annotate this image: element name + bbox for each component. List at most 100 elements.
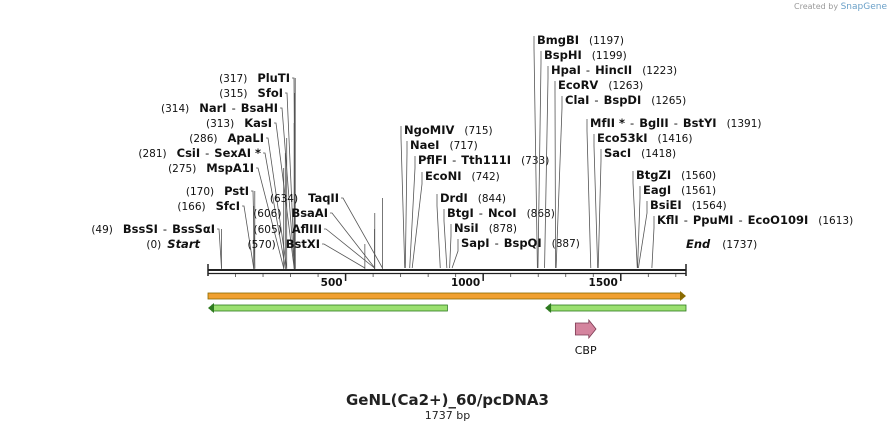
enzyme-name: NgoMIV xyxy=(404,123,454,137)
feature-orange-feature[interactable] xyxy=(207,292,683,300)
snapgene-logo: SnapGene xyxy=(840,2,887,12)
site-leader-line xyxy=(586,119,592,269)
site-position: (170) xyxy=(186,186,214,198)
enzyme-name: CsiI xyxy=(177,146,201,160)
feature-green-feature-left[interactable] xyxy=(211,304,448,312)
enzyme-name: BspHI xyxy=(544,48,582,62)
enzyme-name: TaqII xyxy=(308,191,339,205)
site-position: (286) xyxy=(189,133,217,145)
enzyme-name: NaeI xyxy=(410,138,439,152)
feature-green-feature-right[interactable] xyxy=(548,304,687,312)
enzyme-name: ApaLI xyxy=(228,131,265,145)
start-pos: (0) xyxy=(146,239,161,251)
site-leader-line xyxy=(449,224,452,269)
enzyme-name: BsaHI xyxy=(241,101,278,115)
site-separator: - xyxy=(495,236,499,250)
enzyme-name: BglII xyxy=(639,116,669,130)
site-position: (1199) xyxy=(592,50,627,62)
site-position: (634) xyxy=(270,193,298,205)
site-leader-line xyxy=(263,152,286,269)
credit-prefix: Created by xyxy=(794,2,839,11)
enzyme-name: BtgZI xyxy=(636,168,671,182)
enzyme-name: KasI xyxy=(244,116,272,130)
site-leader-line xyxy=(411,172,423,269)
enzyme-name: BsaAI xyxy=(291,206,328,220)
end-label: End xyxy=(686,237,711,251)
site-leader-line xyxy=(544,66,549,269)
site-position: (605) xyxy=(254,224,282,236)
site-separator: - xyxy=(205,146,209,160)
site-leader-line xyxy=(266,137,288,269)
site-position: (1613) xyxy=(818,215,853,227)
site-separator: - xyxy=(738,213,742,227)
site-leader-line xyxy=(256,167,285,269)
enzyme-name: PluTI xyxy=(257,71,290,85)
site-position: (1561) xyxy=(681,185,716,197)
site-leader-line xyxy=(285,92,296,269)
site-position: (606) xyxy=(253,208,281,220)
site-leader-line xyxy=(436,194,441,269)
site-position: (317) xyxy=(219,73,247,85)
site-leader-line xyxy=(242,205,255,269)
site-position: (1418) xyxy=(641,148,676,160)
site-leader-line xyxy=(280,107,295,269)
enzyme-name: NcoI xyxy=(488,206,517,220)
site-position: (281) xyxy=(138,148,166,160)
plasmid-length: 1737 bp xyxy=(424,409,471,422)
site-leader-line xyxy=(533,36,538,269)
site-leader-line xyxy=(554,81,556,269)
site-position: (733) xyxy=(521,155,549,167)
site-position: (844) xyxy=(478,193,506,205)
site-position: (717) xyxy=(449,140,477,152)
enzyme-name: PpuMI xyxy=(693,213,734,227)
start-label: Start xyxy=(167,237,200,251)
site-position: (1263) xyxy=(608,80,643,92)
site-separator: - xyxy=(684,213,688,227)
site-position: (315) xyxy=(219,88,247,100)
end-pos: (1737) xyxy=(722,239,757,251)
enzyme-name: BstXI xyxy=(286,237,320,251)
site-leader-line xyxy=(537,51,542,269)
site-leader-line xyxy=(651,216,655,269)
enzyme-name: EcoO109I xyxy=(748,213,809,227)
site-separator: - xyxy=(232,101,236,115)
enzyme-name: PflFI xyxy=(418,153,447,167)
site-position: (275) xyxy=(168,163,196,175)
enzyme-name: Eco53kI xyxy=(597,131,648,145)
site-position: (1197) xyxy=(589,35,624,47)
enzyme-name: PstI xyxy=(224,184,249,198)
enzyme-name: SfcI xyxy=(216,199,240,213)
enzyme-name: NsiI xyxy=(454,221,479,235)
plasmid-name: GeNL(Ca2+)_60/pcDNA3 xyxy=(346,391,549,409)
site-leader-line xyxy=(292,77,296,269)
site-leader-line xyxy=(555,96,563,269)
enzyme-name: SacI xyxy=(604,146,631,160)
enzyme-name: DrdI xyxy=(440,191,468,205)
site-separator: - xyxy=(452,153,456,167)
enzyme-name: Tth111I xyxy=(461,153,511,167)
site-position: (1560) xyxy=(681,170,716,182)
enzyme-name: HincII xyxy=(595,63,632,77)
enzyme-name: SexAI * xyxy=(214,146,261,160)
enzyme-name: EcoRV xyxy=(558,78,598,92)
enzyme-name: NarI xyxy=(199,101,226,115)
enzyme-name: ClaI xyxy=(565,93,589,107)
enzyme-name: BssSI xyxy=(123,222,158,236)
feature-cbp-arrow[interactable] xyxy=(574,318,597,340)
site-leader-line xyxy=(637,201,648,269)
site-leader-line xyxy=(251,190,256,269)
feature-label: CBP xyxy=(575,344,597,357)
site-position: (313) xyxy=(206,118,234,130)
scale-tick-label: 1500 xyxy=(589,277,618,289)
feature-arrowhead xyxy=(208,303,214,313)
site-position: (166) xyxy=(177,201,205,213)
site-leader-line xyxy=(593,134,599,269)
enzyme-name: AflIII xyxy=(292,222,322,236)
site-leader-line xyxy=(217,228,222,269)
site-separator: - xyxy=(479,206,483,220)
site-leader-line xyxy=(443,209,448,269)
site-separator: - xyxy=(163,222,167,236)
site-position: (742) xyxy=(471,171,499,183)
scale-tick-label: 1000 xyxy=(451,277,480,289)
site-leader-line xyxy=(597,149,602,269)
